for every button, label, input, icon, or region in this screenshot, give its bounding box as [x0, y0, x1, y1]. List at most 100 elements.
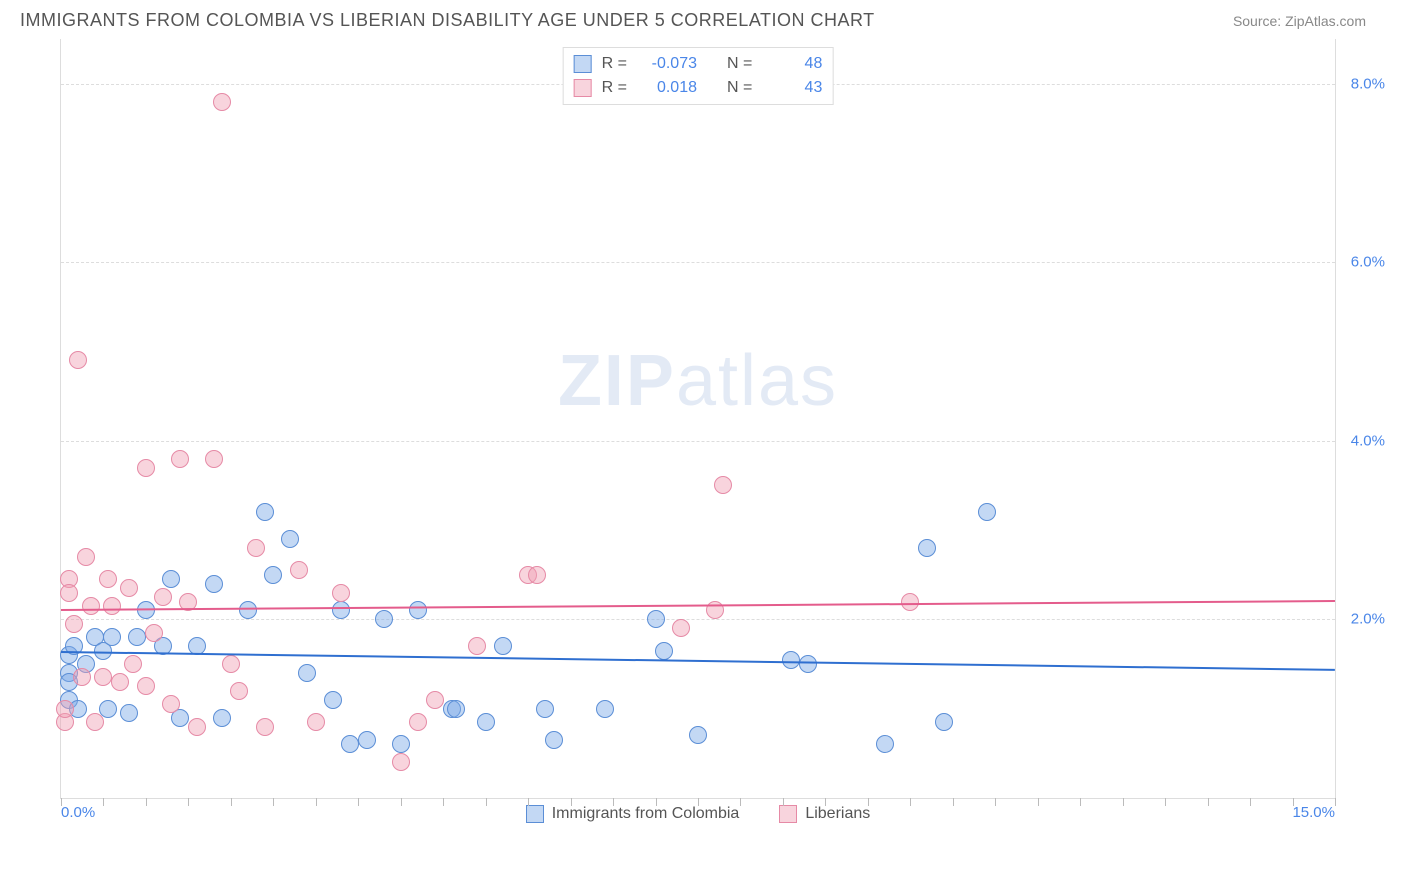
x-tick: [188, 798, 189, 806]
y-tick-label: 2.0%: [1351, 611, 1385, 628]
legend-swatch: [526, 805, 544, 823]
x-tick: [231, 798, 232, 806]
y-tick-label: 6.0%: [1351, 254, 1385, 271]
series-legend: Immigrants from Colombia Liberians: [60, 805, 1336, 823]
scatter-point: [205, 575, 223, 593]
scatter-point: [341, 735, 359, 753]
r-label: R =: [602, 52, 627, 76]
legend-item: Liberians: [779, 805, 870, 823]
scatter-point: [536, 700, 554, 718]
scatter-point: [124, 655, 142, 673]
gridline: [61, 619, 1335, 620]
scatter-point: [77, 548, 95, 566]
scatter-point: [188, 718, 206, 736]
x-tick: [273, 798, 274, 806]
scatter-point: [171, 450, 189, 468]
scatter-point: [120, 579, 138, 597]
legend-label: Liberians: [805, 805, 870, 823]
watermark: ZIPatlas: [558, 340, 838, 422]
scatter-point: [298, 664, 316, 682]
scatter-point: [426, 691, 444, 709]
n-value: 43: [762, 76, 822, 100]
x-tick: [995, 798, 996, 806]
scatter-point: [145, 624, 163, 642]
scatter-point: [596, 700, 614, 718]
x-tick: [528, 798, 529, 806]
scatter-point: [65, 615, 83, 633]
scatter-point: [375, 610, 393, 628]
x-tick: [61, 798, 62, 806]
scatter-point: [264, 566, 282, 584]
gridline: [61, 262, 1335, 263]
scatter-point: [324, 691, 342, 709]
scatter-point: [239, 601, 257, 619]
scatter-point: [213, 93, 231, 111]
x-axis-max-label: 15.0%: [1292, 804, 1335, 821]
scatter-point: [56, 700, 74, 718]
x-tick: [740, 798, 741, 806]
source-attribution: Source: ZipAtlas.com: [1233, 13, 1366, 29]
x-tick: [656, 798, 657, 806]
scatter-point: [120, 704, 138, 722]
x-tick: [316, 798, 317, 806]
scatter-point: [655, 642, 673, 660]
scatter-point: [935, 713, 953, 731]
scatter-point: [94, 668, 112, 686]
scatter-point: [69, 351, 87, 369]
scatter-point: [918, 539, 936, 557]
legend-label: Immigrants from Colombia: [552, 805, 740, 823]
scatter-point: [82, 597, 100, 615]
scatter-point: [307, 713, 325, 731]
scatter-point: [876, 735, 894, 753]
x-tick: [358, 798, 359, 806]
watermark-rest: atlas: [676, 341, 838, 421]
scatter-point: [392, 753, 410, 771]
x-tick: [1208, 798, 1209, 806]
gridline: [61, 441, 1335, 442]
scatter-point: [137, 459, 155, 477]
scatter-point: [447, 700, 465, 718]
scatter-point: [392, 735, 410, 753]
x-tick: [1250, 798, 1251, 806]
x-tick: [1165, 798, 1166, 806]
scatter-point: [332, 584, 350, 602]
scatter-plot-area: ZIPatlas R =-0.073N =48R =0.018N =43 0.0…: [60, 39, 1336, 799]
x-tick: [401, 798, 402, 806]
page-title: IMMIGRANTS FROM COLOMBIA VS LIBERIAN DIS…: [20, 10, 875, 31]
x-tick: [825, 798, 826, 806]
r-value: 0.018: [637, 76, 697, 100]
scatter-point: [128, 628, 146, 646]
scatter-point: [222, 655, 240, 673]
scatter-point: [358, 731, 376, 749]
x-tick: [1335, 798, 1336, 806]
header: IMMIGRANTS FROM COLOMBIA VS LIBERIAN DIS…: [10, 10, 1396, 39]
scatter-point: [162, 570, 180, 588]
scatter-point: [714, 476, 732, 494]
x-axis-min-label: 0.0%: [61, 804, 95, 821]
r-value: -0.073: [637, 52, 697, 76]
x-tick: [146, 798, 147, 806]
scatter-point: [290, 561, 308, 579]
scatter-point: [409, 713, 427, 731]
scatter-point: [545, 731, 563, 749]
scatter-point: [137, 601, 155, 619]
x-tick: [953, 798, 954, 806]
scatter-point: [978, 503, 996, 521]
n-value: 48: [762, 52, 822, 76]
x-tick: [443, 798, 444, 806]
x-tick: [486, 798, 487, 806]
scatter-point: [468, 637, 486, 655]
x-tick: [571, 798, 572, 806]
scatter-point: [60, 584, 78, 602]
legend-item: Immigrants from Colombia: [526, 805, 740, 823]
scatter-point: [205, 450, 223, 468]
x-tick: [1038, 798, 1039, 806]
x-tick: [1080, 798, 1081, 806]
scatter-point: [162, 695, 180, 713]
x-tick: [783, 798, 784, 806]
scatter-point: [111, 673, 129, 691]
scatter-point: [230, 682, 248, 700]
scatter-point: [73, 668, 91, 686]
x-tick: [868, 798, 869, 806]
scatter-point: [528, 566, 546, 584]
